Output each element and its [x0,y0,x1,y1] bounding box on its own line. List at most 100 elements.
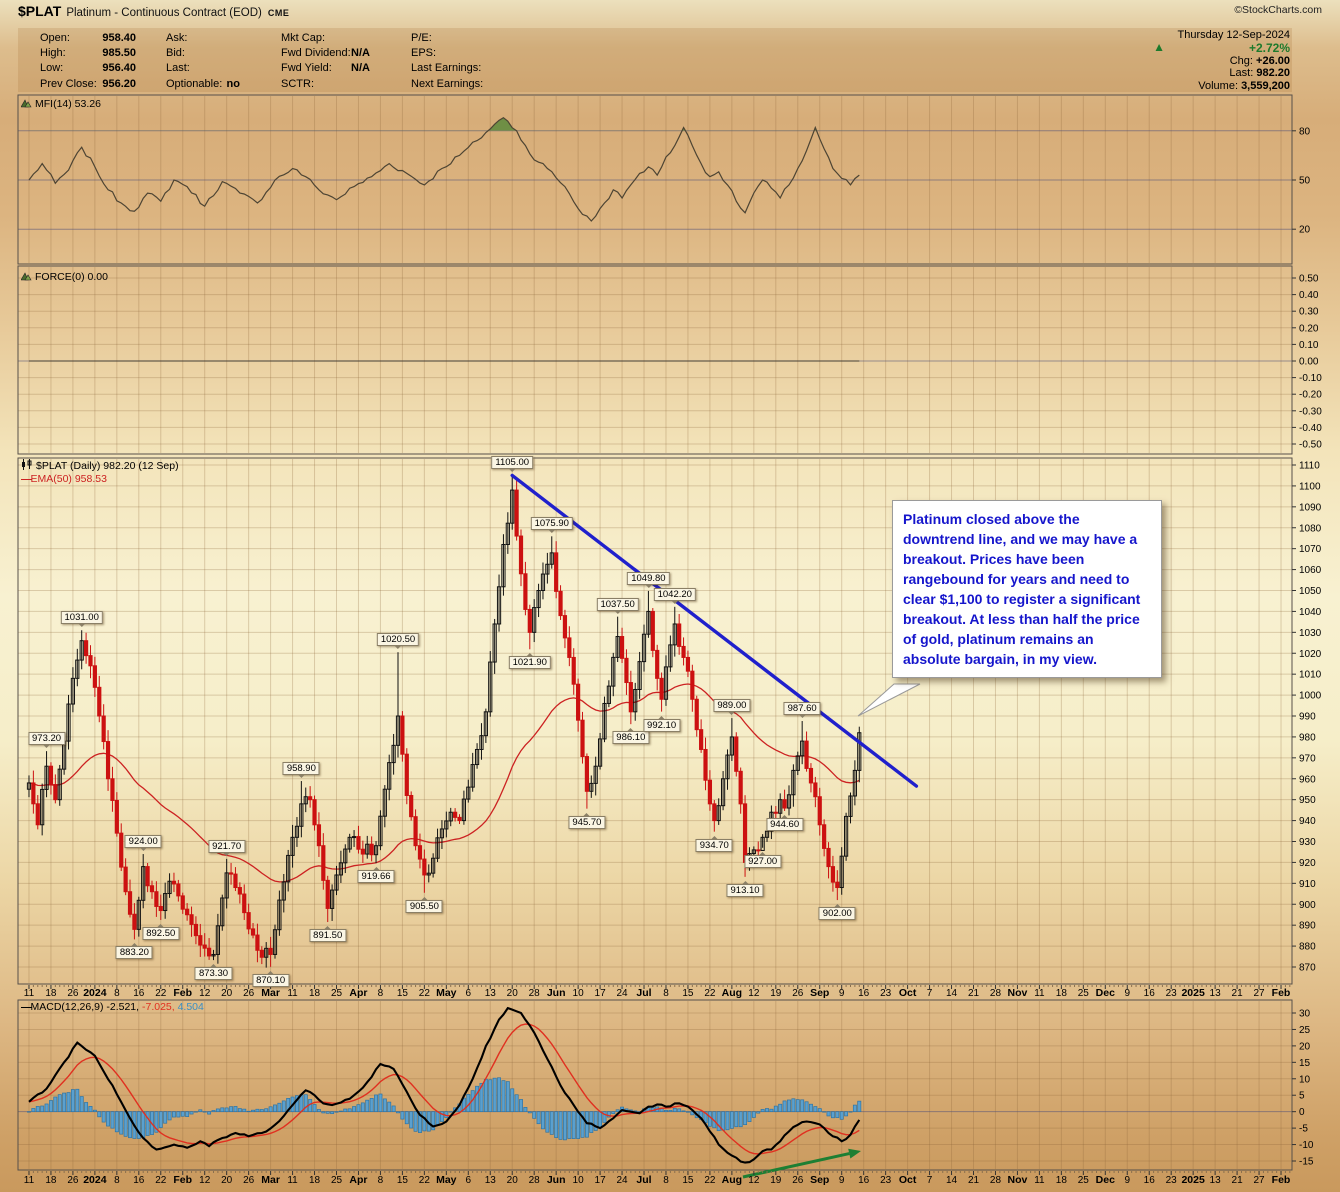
svg-text:15: 15 [1299,1058,1311,1069]
svg-text:1030: 1030 [1299,628,1322,639]
svg-text:23: 23 [880,1175,892,1186]
svg-text:970: 970 [1299,753,1316,764]
svg-text:22: 22 [155,1175,167,1186]
svg-text:25: 25 [1078,1175,1090,1186]
force-panel [18,267,1292,453]
quote-value: N/A [351,62,370,75]
svg-text:2025: 2025 [1181,1174,1205,1186]
svg-text:22: 22 [419,1175,431,1186]
svg-text:13: 13 [1210,988,1222,999]
svg-text:28: 28 [990,1175,1002,1186]
svg-text:28: 28 [529,1175,541,1186]
svg-text:11: 11 [1034,1175,1045,1186]
svg-text:19: 19 [770,988,782,999]
svg-text:18: 18 [1056,988,1068,999]
svg-text:16: 16 [133,988,145,999]
svg-text:15: 15 [682,1175,694,1186]
svg-text:26: 26 [67,1175,79,1186]
title-bar: $PLAT Platinum - Continuous Contract (EOD… [18,3,1322,21]
symbol-title: $PLAT [18,3,62,19]
svg-text:880: 880 [1299,942,1316,953]
svg-text:-5: -5 [1299,1124,1308,1135]
quote-last: Last: 982.20 [1229,67,1290,80]
svg-text:26: 26 [243,1175,255,1186]
svg-text:26: 26 [792,1175,804,1186]
svg-text:20: 20 [221,1175,233,1186]
svg-text:12: 12 [748,988,760,999]
svg-text:8: 8 [378,988,384,999]
svg-text:Jul: Jul [636,1174,651,1186]
svg-text:11: 11 [24,988,35,999]
svg-text:13: 13 [1210,1175,1222,1186]
quote-panel: Open: 958.40 High: 985.50 Low: 956.40 Prev Clo… [18,28,1292,92]
quote-label: Last Earnings: [411,62,482,75]
svg-text:7: 7 [927,1175,933,1186]
svg-text:1080: 1080 [1299,523,1322,534]
svg-text:27: 27 [1253,988,1265,999]
svg-text:Nov: Nov [1008,987,1028,999]
svg-text:20: 20 [1299,1041,1311,1052]
y-axis: 1110 1100 1090 1080 1070 1060 1050 1040 1030 1020… [1292,461,1322,974]
copyright: ©StockCharts.com [1234,4,1322,16]
quote-value: 956.20 [102,77,136,90]
svg-text:0.40: 0.40 [1299,290,1319,301]
svg-text:1100: 1100 [1299,481,1321,492]
svg-text:1010: 1010 [1299,670,1322,681]
quote-right-block: Thursday 12-Sep-2024 ▲ +2.72% Chg: +26.00… [990,29,1290,93]
svg-text:11: 11 [287,988,298,999]
svg-text:17: 17 [595,988,607,999]
svg-text:1060: 1060 [1299,565,1322,576]
x-axis: 11 18 26 2024 8 16 22 Feb 12 20 26 Mar 11 18 25 Apr 8 15 2… [24,1171,1290,1186]
price-panel [18,459,1292,983]
svg-text:80: 80 [1299,126,1311,137]
quote-label: Bid: [166,47,185,60]
svg-text:7: 7 [927,988,933,999]
svg-text:22: 22 [155,988,167,999]
mfi-overbought-fill [487,117,817,131]
quote-value: N/A [351,47,370,60]
svg-text:-0.50: -0.50 [1299,440,1322,451]
quote-label: Optionable: [166,77,223,90]
svg-text:960: 960 [1299,774,1316,785]
svg-text:Oct: Oct [899,1174,917,1186]
svg-text:28: 28 [529,988,541,999]
svg-text:26: 26 [67,988,79,999]
svg-text:8: 8 [378,1175,384,1186]
svg-text:19: 19 [770,1175,782,1186]
svg-text:25: 25 [331,988,343,999]
macd-line [28,1006,861,1164]
quote-label: Open: [40,32,70,44]
svg-text:1020: 1020 [1299,649,1322,660]
svg-text:900: 900 [1299,900,1316,911]
svg-text:22: 22 [419,988,431,999]
quote-value: no [226,77,240,90]
svg-text:13: 13 [485,1175,497,1186]
quote-label: Prev Close: [40,77,97,90]
svg-text:10: 10 [573,1175,585,1186]
svg-text:22: 22 [704,988,716,999]
quote-label: Last: [166,62,190,75]
symbol-description: Platinum - Continuous Contract (EOD) [66,7,262,19]
quote-label: Low: [40,62,64,75]
svg-text:25: 25 [1299,1025,1311,1036]
svg-text:16: 16 [858,988,870,999]
svg-text:15: 15 [682,988,694,999]
macd-histogram [27,1077,862,1141]
x-axis: 11 18 26 2024 8 16 22 Feb 12 20 26 Mar 11 18 25 Apr 8 15 2… [24,985,1290,999]
svg-text:16: 16 [1144,1175,1156,1186]
svg-text:24: 24 [616,988,628,999]
exchange-label: CME [267,8,290,18]
quote-label: P/E: [411,32,432,44]
svg-text:Feb: Feb [173,987,192,999]
svg-text:15: 15 [397,1175,409,1186]
mfi-line [28,116,860,222]
svg-text:-0.20: -0.20 [1299,390,1322,401]
svg-text:0.00: 0.00 [1299,357,1319,368]
quote-label: Fwd Dividend: [281,47,351,60]
svg-text:18: 18 [45,988,57,999]
svg-text:24: 24 [616,1175,628,1186]
svg-text:22: 22 [704,1175,716,1186]
svg-text:2024: 2024 [83,987,107,999]
y-axis: 80 50 20 [1292,126,1311,236]
